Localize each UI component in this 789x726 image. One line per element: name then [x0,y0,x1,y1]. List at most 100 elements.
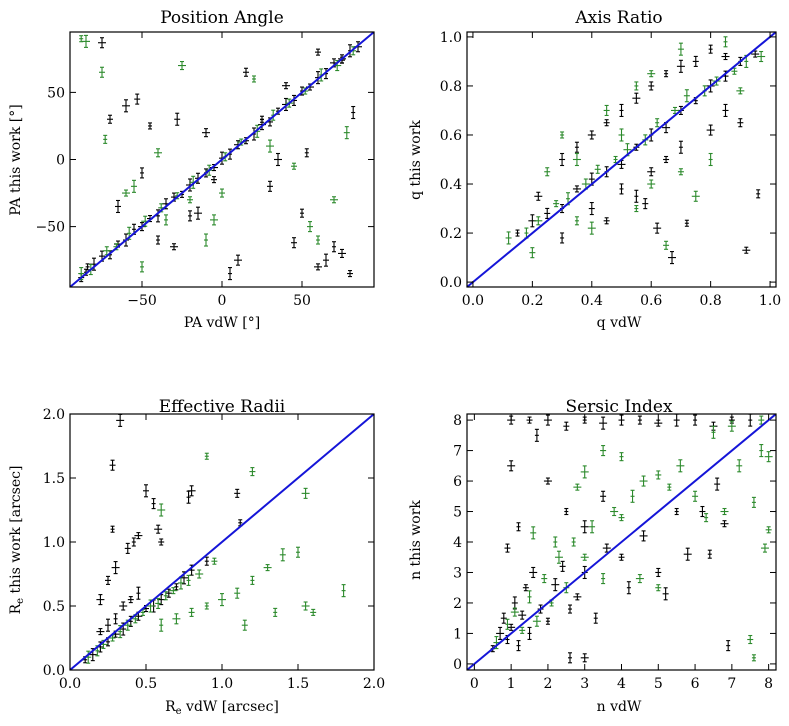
data-point [563,421,570,431]
data-point [610,506,619,517]
x-tick-label: 7 [727,676,736,692]
data-point [174,112,181,126]
data-point [534,428,539,442]
data-point [634,189,639,203]
data-point [634,204,639,213]
data-point [573,593,582,601]
data-point [211,557,218,565]
x-tick-label: 0.2 [521,293,543,309]
data-point [676,59,685,73]
data-point [720,520,729,528]
data-point [263,564,272,572]
data-point [674,507,679,516]
data-point [544,207,551,219]
data-point [543,477,552,485]
y-axis-label: Re this work [arcsec] [8,466,26,615]
data-point [692,55,699,67]
data-point [704,513,709,523]
y-tick-label: 1.0 [440,30,462,46]
data-point [172,613,181,625]
data-point [560,232,565,244]
y-tick-label: 0.0 [43,663,65,679]
data-point [218,593,226,607]
data-point [266,139,274,153]
data-point [588,201,595,216]
data-point [338,248,346,258]
data-point [706,124,715,136]
data-point [136,586,141,600]
data-point [589,520,596,534]
data-point [530,526,537,540]
data-point [655,470,662,480]
data-point [684,219,689,227]
data-point [529,566,538,579]
data-point [323,253,329,267]
data-point [210,214,218,226]
data-point [655,118,660,128]
data-point [195,172,201,184]
data-point [250,575,255,585]
data-point [316,235,320,245]
data-point [662,587,669,601]
data-point [274,152,282,167]
data-point [301,601,310,611]
data-point [568,604,572,614]
data-point [727,420,736,432]
chart-title: Sersic Index [565,397,673,417]
data-point [105,575,111,585]
data-point [736,87,745,95]
data-point [291,162,297,170]
y-tick-label: 0 [453,657,462,673]
data-point [85,650,92,664]
data-point [163,591,168,601]
data-point [504,543,511,553]
x-axis-label: Re vdW [arcsec] [165,699,279,717]
data-point [756,189,761,199]
data-point [634,81,639,91]
data-point [683,547,692,561]
data-point [300,208,304,218]
data-point [648,81,655,91]
data-point [202,128,210,138]
data-point [119,601,128,611]
y-tick-label: 0.8 [440,79,462,95]
data-point [204,556,209,566]
data-point [765,526,772,534]
data-point [758,415,765,425]
data-point [764,451,773,463]
data-point [300,86,304,96]
data-point [159,618,164,632]
data-point [515,229,520,237]
data-point [211,176,217,184]
data-point [757,50,766,63]
data-point [204,452,209,460]
x-tick-label: 5 [654,676,663,692]
data-point [534,191,543,201]
data-point [500,612,507,624]
data-point [723,36,728,48]
x-axis-label: q vdW [597,315,642,331]
data-point [708,152,713,167]
data-point [737,118,744,128]
x-tick-label: 0.4 [581,293,603,309]
data-point [580,465,589,479]
data-point [204,602,209,610]
data-point [553,536,558,548]
data-point [587,221,596,235]
x-tick-label: 0 [218,293,227,309]
data-point [708,44,713,54]
data-point [526,416,533,424]
data-point [186,490,191,504]
data-point [155,597,162,609]
data-point [663,240,670,250]
x-tick-label: 0.5 [135,676,157,692]
data-point [668,251,677,265]
one-to-one-line [70,414,374,670]
y-tick-label: 3 [453,565,462,581]
data-point [314,263,322,271]
data-point [79,35,84,43]
data-point [195,569,204,579]
data-point [169,587,178,595]
data-point [529,247,536,259]
